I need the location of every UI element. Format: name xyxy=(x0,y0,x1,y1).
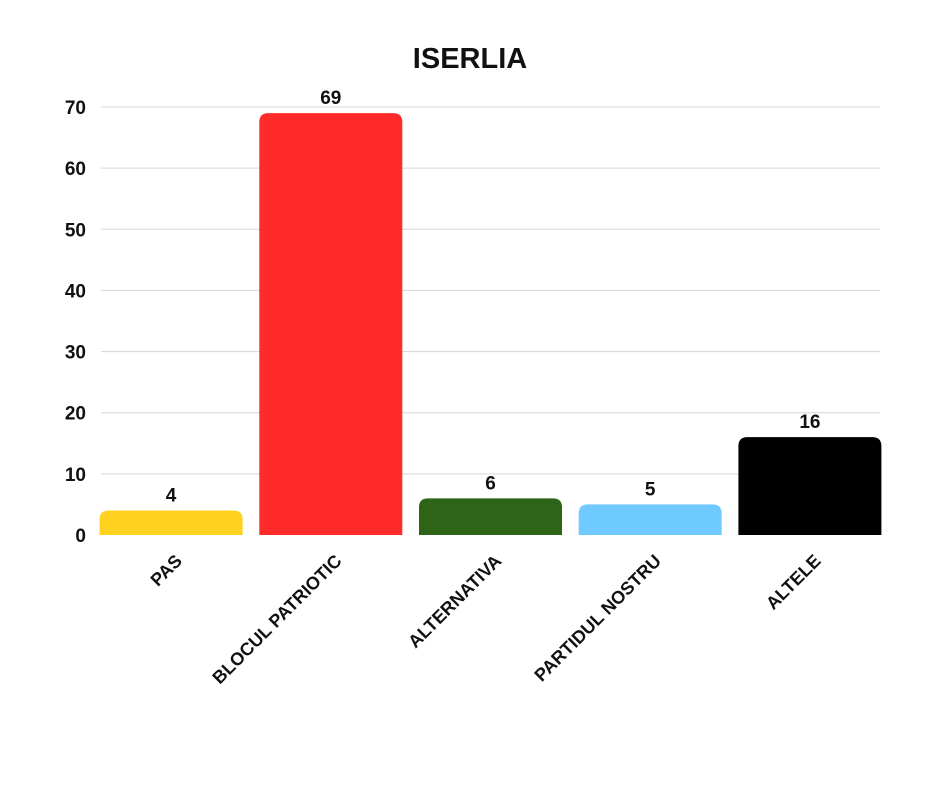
data-labels: 4 69 6 5 16 xyxy=(166,88,821,506)
y-axis-ticks: 0 10 20 30 40 50 60 70 xyxy=(65,98,86,547)
data-label: 69 xyxy=(320,88,341,109)
category-label: ALTELE xyxy=(762,551,825,614)
y-tick-label: 50 xyxy=(65,220,86,241)
y-tick-label: 60 xyxy=(65,159,86,180)
y-tick-label: 10 xyxy=(65,465,86,486)
y-tick-label: 30 xyxy=(65,343,86,364)
y-tick-label: 0 xyxy=(75,526,86,547)
bars xyxy=(99,113,882,535)
y-tick-label: 20 xyxy=(65,404,86,425)
chart-title: ISERLIA xyxy=(413,43,527,75)
data-label: 16 xyxy=(799,412,820,433)
bar xyxy=(259,113,403,535)
data-label: 5 xyxy=(645,479,656,500)
category-label: PARTIDUL NOSTRU xyxy=(530,551,665,686)
bar xyxy=(419,498,562,535)
bar xyxy=(738,437,882,535)
y-tick-label: 40 xyxy=(65,281,86,302)
gridlines xyxy=(101,106,880,475)
data-label: 6 xyxy=(485,473,496,494)
y-tick-label: 70 xyxy=(65,98,86,119)
bar xyxy=(578,504,722,535)
category-label: PAS xyxy=(147,551,186,590)
data-label: 4 xyxy=(166,486,177,507)
x-axis-categories: PAS BLOCUL PATRIOTIC ALTERNATIVA PARTIDUL N… xyxy=(147,551,825,688)
bar xyxy=(99,510,243,535)
category-label: BLOCUL PATRIOTIC xyxy=(208,551,345,688)
category-label: ALTERNATIVA xyxy=(404,551,505,652)
